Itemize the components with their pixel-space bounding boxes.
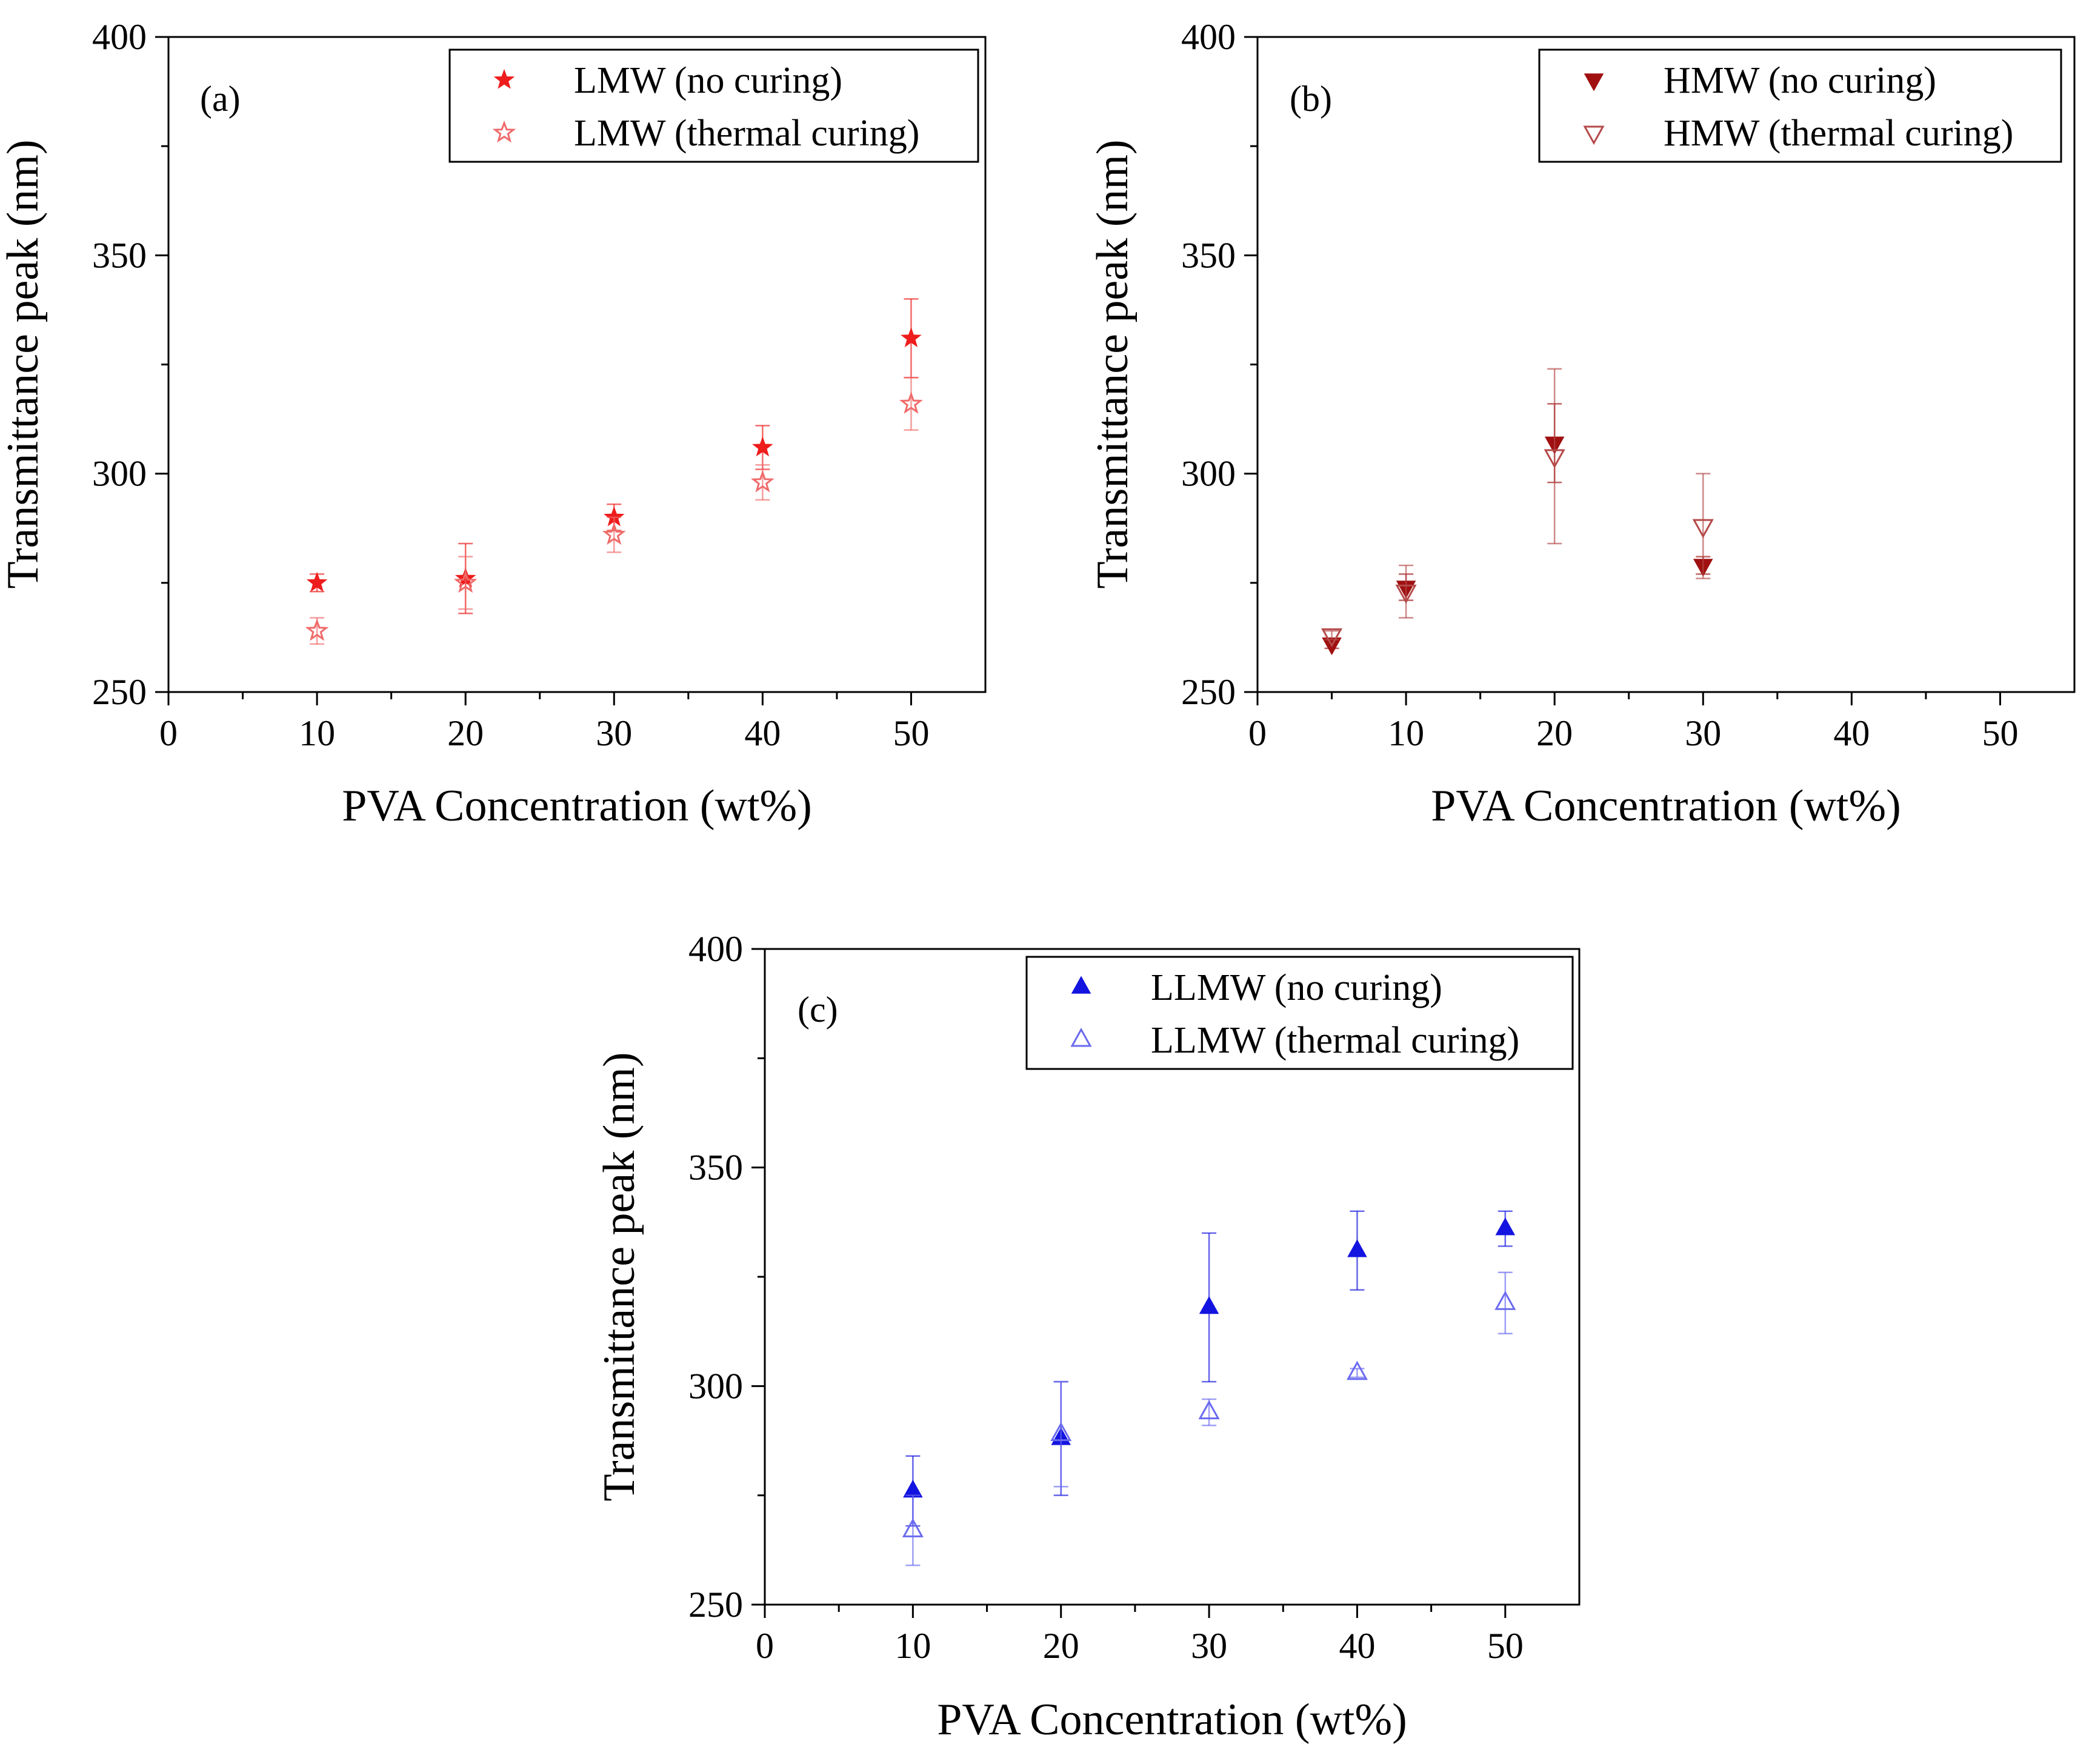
x-tick-label: 10 <box>299 713 335 753</box>
y-tick-label: 250 <box>688 1585 743 1625</box>
y-tick-label: 300 <box>92 454 147 494</box>
x-tick-label: 0 <box>756 1626 774 1666</box>
series-1 <box>902 1271 1516 1566</box>
series-1 <box>305 376 923 645</box>
data-point <box>1544 449 1565 468</box>
data-point <box>1495 1217 1516 1236</box>
x-tick-label: 10 <box>894 1626 931 1666</box>
legend-label: LLMW (thermal curing) <box>1151 1020 1519 1061</box>
legend: LLMW (no curing) LLMW (thermal curing) <box>1025 956 1574 1070</box>
x-tick-label: 20 <box>447 713 484 753</box>
x-tick-label: 0 <box>159 713 178 753</box>
y-tick-label: 350 <box>92 235 147 275</box>
x-tick-label: 50 <box>1982 713 2018 753</box>
x-tick-label: 50 <box>893 713 929 753</box>
legend-box <box>1538 48 2062 163</box>
data-point <box>1692 519 1714 539</box>
chart-panel-b: 0 10 20 30 40 50 250 300 350 400 PVA Concentration… <box>1088 17 2076 831</box>
data-point <box>902 1518 924 1537</box>
y-tick-label: 300 <box>1181 454 1236 494</box>
y-tick-label: 250 <box>1181 672 1236 712</box>
data-point <box>305 618 329 641</box>
x-tick-label: 0 <box>1248 713 1267 753</box>
x-tick-label: 40 <box>1339 1626 1375 1666</box>
x-tick-label: 20 <box>1536 713 1573 753</box>
legend: HMW (no curing) HMW (thermal curing) <box>1538 48 2062 163</box>
legend-label: HMW (thermal curing) <box>1664 113 2013 154</box>
x-tick-label: 30 <box>1191 1626 1227 1666</box>
x-axis-label: PVA Concentration (wt%) <box>1431 781 1901 831</box>
legend-marker <box>492 120 516 143</box>
x-tick-label: 50 <box>1487 1626 1524 1666</box>
data-point <box>1050 1422 1072 1442</box>
x-tick-label: 10 <box>1388 713 1424 753</box>
data-point <box>1198 1400 1220 1420</box>
data-point <box>899 391 923 414</box>
data-point <box>1395 584 1417 604</box>
x-tick-label: 20 <box>1043 1626 1079 1666</box>
series-1 <box>1321 368 1714 648</box>
legend: LMW (no curing) LMW (thermal curing) <box>448 48 979 163</box>
panel-label: (b) <box>1290 79 1332 119</box>
series-0 <box>306 298 922 614</box>
data-point <box>453 570 478 593</box>
panel-label: (a) <box>200 79 241 119</box>
data-point <box>1199 1296 1219 1314</box>
y-tick-label: 400 <box>688 929 743 969</box>
data-point <box>1321 628 1343 648</box>
data-point <box>602 522 626 545</box>
data-point <box>1494 1291 1516 1310</box>
y-axis-label: Transmittance peak (nm) <box>1088 139 1138 588</box>
data-point <box>903 1479 923 1498</box>
x-axis-label: PVA Concentration (wt%) <box>342 781 812 831</box>
legend-box <box>448 48 979 163</box>
y-tick-label: 250 <box>92 672 147 712</box>
legend-marker <box>1070 1027 1092 1047</box>
data-point <box>1347 1239 1367 1257</box>
data-point <box>750 470 775 493</box>
y-tick-label: 400 <box>1181 17 1236 57</box>
x-tick-label: 30 <box>1685 713 1721 753</box>
legend-label: LMW (thermal curing) <box>574 113 919 154</box>
legend-box <box>1025 956 1574 1070</box>
legend-label: HMW (no curing) <box>1664 60 1936 101</box>
y-tick-label: 350 <box>1181 235 1236 275</box>
x-tick-label: 30 <box>596 713 632 753</box>
legend-marker <box>1584 73 1604 92</box>
legend-marker <box>1583 125 1605 145</box>
data-point <box>752 436 773 457</box>
data-point <box>306 571 328 592</box>
x-tick-label: 40 <box>744 713 781 753</box>
legend-marker <box>1071 976 1091 994</box>
y-tick-label: 350 <box>688 1148 743 1188</box>
x-axis-label: PVA Concentration (wt%) <box>937 1695 1407 1745</box>
y-axis-label: Transmittance peak (nm) <box>0 139 48 588</box>
chart-panel-c: 0 10 20 30 40 50 250 300 350 400 PVA Concentration… <box>595 929 1581 1745</box>
series-0 <box>903 1210 1516 1527</box>
y-axis-label: Transmittance peak (nm) <box>595 1052 644 1501</box>
panel-label: (c) <box>798 990 838 1030</box>
data-point <box>901 327 922 347</box>
legend-marker <box>493 68 515 89</box>
x-tick-label: 40 <box>1833 713 1870 753</box>
legend-label: LLMW (no curing) <box>1151 967 1442 1008</box>
y-tick-label: 300 <box>688 1366 743 1406</box>
y-tick-label: 400 <box>92 17 147 57</box>
legend-label: LMW (no curing) <box>574 60 842 101</box>
data-point <box>1346 1360 1368 1380</box>
series-0 <box>1322 403 1713 656</box>
chart-panel-a: 0 10 20 30 40 50 250 300 350 400 PVA Concentration… <box>0 17 987 831</box>
